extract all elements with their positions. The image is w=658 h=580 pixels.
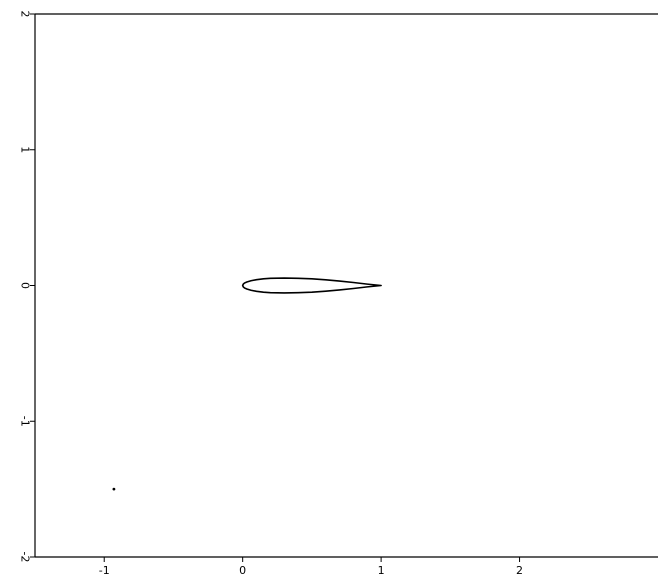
data-point: [112, 487, 116, 491]
plot-area: [112, 277, 382, 491]
y-tick-label: 0: [19, 282, 32, 289]
y-tick-label: 2: [19, 11, 32, 18]
x-tick-label: -1: [99, 564, 110, 577]
y-tick-label: -1: [19, 416, 32, 427]
x-tick-label: 0: [239, 564, 246, 577]
axes: [34, 13, 658, 558]
x-axis-ticks: -1 0 1 2: [99, 557, 523, 577]
airfoil-outline-curve: [241, 277, 382, 294]
y-axis-ticks: -2 -1 0 1 2: [19, 11, 35, 563]
y-tick-label: 1: [19, 146, 32, 153]
x-tick-label: 1: [378, 564, 385, 577]
x-tick-label: 2: [516, 564, 523, 577]
y-tick-label: -2: [19, 552, 32, 563]
